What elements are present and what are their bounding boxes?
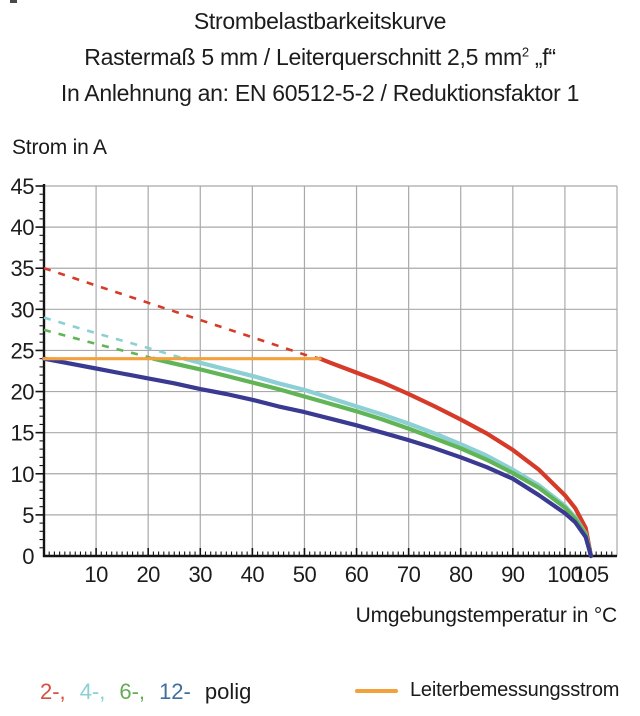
x-tick-label: 40: [241, 562, 265, 587]
y-axis-title: Strom in A: [12, 136, 107, 159]
rated-current-legend: Leiterbemessungsstrom: [355, 679, 619, 702]
y-tick-label: 35: [11, 256, 35, 281]
y-tick-label: 15: [11, 421, 35, 446]
x-tick-label: 105: [573, 562, 608, 587]
x-tick-label: 30: [189, 562, 213, 587]
curve-4-polig: [182, 356, 594, 559]
legend-pole-item: 2-,: [40, 679, 66, 704]
chart-title-block: Strombelastbarkeitskurve Rastermaß 5 mm …: [0, 3, 640, 111]
legend-pole-item: 6-,: [119, 679, 146, 704]
curve-6-polig: [151, 356, 594, 559]
x-tick-label: 70: [397, 562, 421, 587]
title-line-2-text: Rastermaß 5 mm / Leiterquerschnitt 2,5 m…: [84, 44, 522, 70]
y-tick-label: 30: [11, 297, 35, 322]
x-tick-label: 90: [501, 562, 525, 587]
curve-dashed-4-polig: [43, 316, 185, 360]
legend-pole-item: 4-,: [79, 679, 106, 704]
x-tick-label: 10: [84, 562, 108, 587]
y-tick-label: 40: [11, 215, 35, 240]
legend-pole-item: 12-: [159, 679, 191, 704]
rated-current-label: Leiterbemessungsstrom: [410, 679, 620, 701]
x-tick-label: 100: [547, 562, 582, 587]
curve-dashed-2-polig: [43, 266, 321, 360]
title-line-2: Rastermaß 5 mm / Leiterquerschnitt 2,5 m…: [0, 39, 640, 75]
x-tick-label: 20: [136, 562, 160, 587]
title-line-2-suffix: „f“: [528, 44, 556, 70]
x-axis-title: Umgebungstemperatur in °C: [355, 604, 618, 627]
y-tick-label: 10: [11, 462, 35, 487]
chart-legend: 2-, 4-, 6-, 12- polig Leiterbemessungsstrom: [0, 679, 640, 711]
y-tick-label: 20: [11, 380, 35, 405]
rated-current-line-swatch: [355, 688, 398, 693]
y-tick-label: 0: [22, 544, 34, 569]
title-superscript: 2: [521, 44, 529, 60]
y-tick-label: 5: [22, 503, 34, 528]
x-tick-label: 60: [345, 562, 369, 587]
legend-pole-suffix: polig: [204, 679, 252, 704]
curve-12-polig: [41, 356, 594, 559]
poles-legend: 2-, 4-, 6-, 12- polig: [40, 679, 251, 705]
title-line-3: In Anlehnung an: EN 60512-5-2 / Reduktio…: [60, 80, 580, 106]
curve-2-polig: [318, 356, 594, 559]
title-line-1: Strombelastbarkeitskurve: [193, 8, 447, 34]
x-tick-label: 80: [449, 562, 473, 587]
x-tick-label: 50: [293, 562, 317, 587]
y-tick-label: 45: [11, 174, 35, 199]
corner-crop-mark: [10, 0, 17, 3]
y-tick-label: 25: [11, 338, 35, 363]
